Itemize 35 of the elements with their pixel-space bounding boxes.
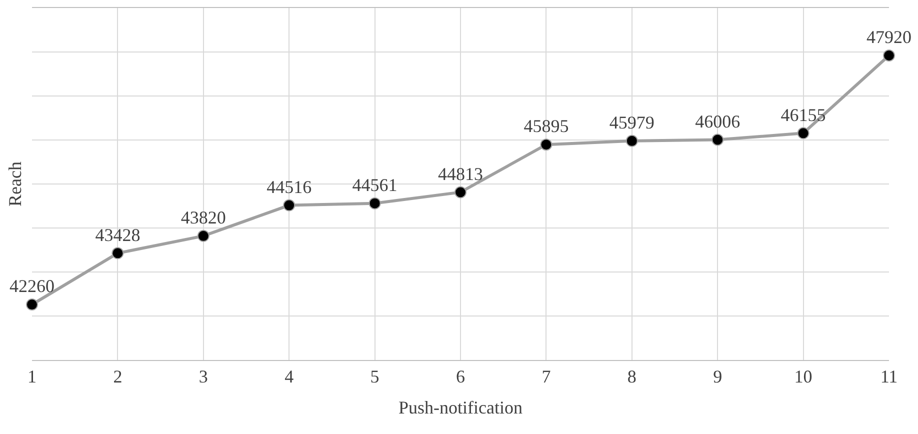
data-label: 45895	[524, 116, 569, 136]
data-label: 45979	[609, 112, 654, 133]
x-tick-label: 8	[627, 366, 636, 387]
point	[368, 197, 381, 210]
data-label: 47920	[866, 27, 912, 48]
point	[626, 134, 638, 147]
data-label: 44813	[438, 164, 483, 184]
x-tick-label: 10	[794, 366, 812, 387]
x-tick-label: 1	[28, 366, 36, 387]
x-tick-label: 11	[880, 366, 898, 387]
x-axis-title: Push-notification	[398, 398, 522, 418]
point	[712, 134, 724, 146]
x-tick-label: 4	[284, 366, 294, 387]
point	[540, 138, 552, 151]
y-axis-title: Reach	[5, 162, 26, 206]
data-label: 44516	[266, 176, 312, 197]
x-tick-label: 9	[713, 366, 722, 387]
x-tick-label: 6	[456, 366, 465, 387]
point	[883, 50, 895, 62]
point	[112, 247, 124, 260]
data-label: 46006	[695, 111, 740, 132]
data-label: 46155	[780, 104, 826, 125]
x-tick-label: 7	[542, 366, 551, 387]
data-label: 43820	[180, 208, 226, 228]
point	[197, 230, 210, 242]
data-label: 44561	[352, 174, 398, 195]
data-label: 43428	[95, 224, 140, 245]
data-label: 42260	[10, 276, 54, 296]
point	[283, 199, 296, 212]
x-tick-label: 3	[198, 366, 208, 387]
x-tick-label: 5	[370, 366, 380, 387]
point	[454, 186, 466, 198]
point	[26, 298, 38, 311]
x-tick-label: 2	[113, 366, 122, 387]
point	[797, 127, 810, 140]
